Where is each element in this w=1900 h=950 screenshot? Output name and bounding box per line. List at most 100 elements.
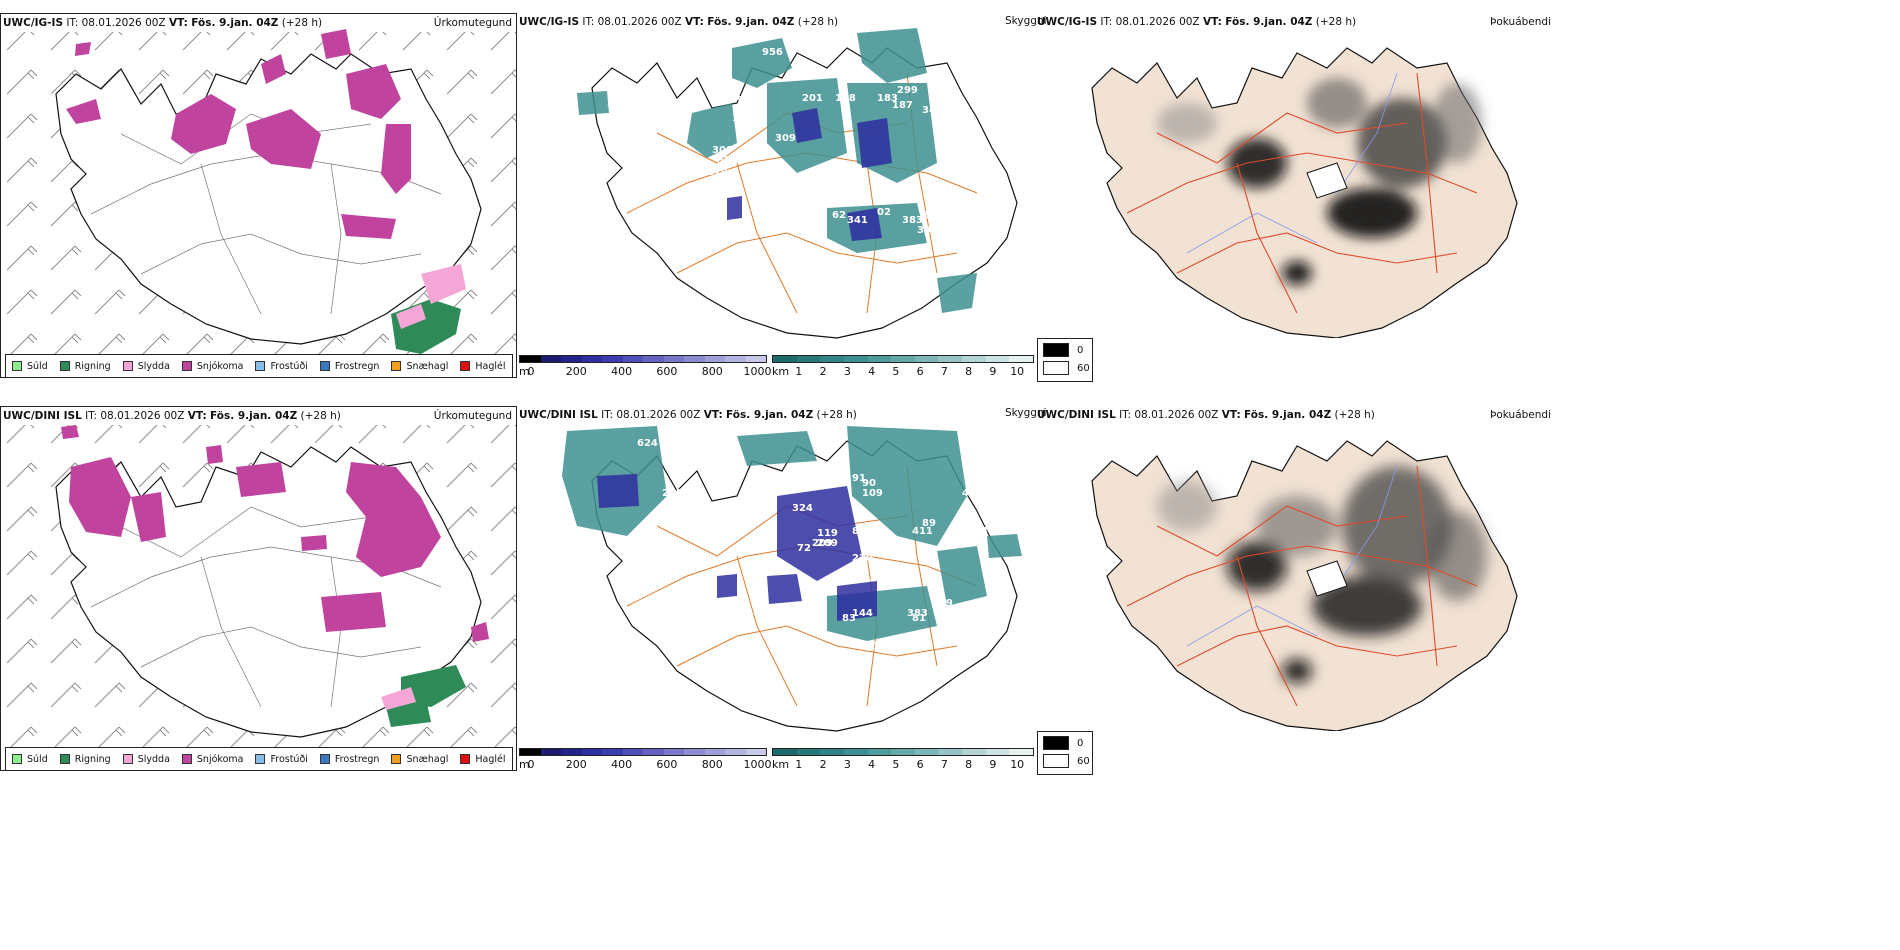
colorbar-tick: 0: [527, 365, 535, 378]
visibility-value-label: 624: [637, 438, 658, 449]
lead-time: (+28 h): [797, 16, 839, 28]
legend-label: Snjókoma: [196, 360, 244, 372]
colorbar-cell: [914, 749, 939, 755]
colorbar-cells: [772, 748, 1034, 756]
legend-item: Snjókoma: [181, 753, 244, 765]
visibility-value-label: 313: [832, 165, 853, 176]
colorbar-ticks: km 1 2 3 4 5 6 7 8 9 10: [772, 363, 1034, 378]
legend-swatch: [255, 361, 266, 371]
it-label: IT:: [582, 16, 595, 28]
visibility-value-label: 83: [852, 526, 866, 537]
legend-label: Haglél: [475, 753, 506, 765]
visibility-value-label: 72: [797, 543, 811, 554]
colorbar-tick: 6: [916, 758, 924, 771]
visibility-value-label: 983: [737, 95, 758, 106]
colorbar-tick: 800: [701, 365, 723, 378]
it-label: IT:: [601, 409, 614, 421]
colorbar-cell: [773, 749, 797, 755]
legend-item: Haglél: [460, 753, 506, 765]
panel-title: Úrkomutegund: [433, 410, 512, 422]
legend-label: Rigning: [74, 360, 111, 372]
vt-label: VT:: [703, 409, 723, 421]
fog-legend-value: 0: [1077, 737, 1084, 749]
colorbar-cell: [561, 356, 582, 362]
visibility-value-label: 119: [817, 528, 838, 539]
panel-header: UWC/IG-IS IT: 08.01.2026 00Z VT: Fös. 9.…: [1037, 16, 1356, 28]
legend-label: Rigning: [74, 753, 111, 765]
cloud-panel-title-top: Skyggni: [1005, 15, 1047, 27]
cloud-panel-top: UWC/IG-IS IT: 08.01.2026 00Z VT: Fös. 9.…: [517, 13, 1037, 378]
legend-swatch: [319, 361, 330, 371]
colorbar-tick: 4: [868, 758, 876, 771]
legend-label: Snjókoma: [196, 753, 244, 765]
visibility-value-label: 144: [852, 608, 873, 619]
fog-swatch: [1043, 754, 1069, 768]
colorbar-cell: [962, 356, 986, 362]
colorbar-cell: [643, 749, 664, 755]
visibility-value-label: 956: [762, 47, 783, 58]
visibility-value-label: 409: [962, 488, 983, 499]
fog-swatch: [1043, 343, 1069, 357]
colorbar-cell: [663, 749, 684, 755]
visibility-value-label: 279: [707, 167, 728, 178]
cloud-base-areas: [727, 108, 892, 241]
visibility-value-label: 209: [817, 538, 838, 549]
colorbar-tick: 400: [611, 365, 633, 378]
legend-item: Súld: [12, 754, 48, 765]
fog-legend-row: 60: [1043, 754, 1090, 768]
colorbar-tick: 1: [795, 758, 803, 771]
legend-label: Súld: [27, 360, 48, 372]
fog-map-bottom: [1091, 440, 1518, 731]
visibility-value-label: 62: [832, 210, 846, 221]
precip-map-bottom: [1, 425, 516, 750]
colorbar-tick: 200: [565, 758, 587, 771]
visibility-value-label: 383: [907, 608, 928, 619]
visibility-value-label: 148: [732, 113, 753, 124]
fog-panel-top: UWC/IG-IS IT: 08.01.2026 00Z VT: Fös. 9.…: [1037, 13, 1557, 338]
colorbar-ticks: m 0 200 400 600 800 1000: [519, 756, 772, 771]
visibility-value-label: 30: [917, 225, 931, 236]
lead-time: (+28 h): [1315, 16, 1357, 28]
legend-swatch: [181, 361, 192, 371]
colorbar-tick: 5: [892, 758, 900, 771]
visibility-value-label: 349: [922, 105, 943, 116]
colorbar-cell: [985, 356, 1010, 362]
colorbar-cell: [820, 749, 844, 755]
cloud-map-bottom: 6243282992088393241099190831192097222013…: [562, 426, 1022, 732]
visibility-value-label: 119: [932, 598, 953, 609]
it-label: IT:: [1119, 409, 1132, 421]
visibility-value-label: 208: [677, 498, 698, 509]
vt-label: VT:: [168, 17, 188, 29]
colorbar-cell: [796, 749, 821, 755]
visibility-value-label: 201: [802, 93, 823, 104]
colorbar-cell: [867, 356, 892, 362]
legend-swatch: [319, 754, 330, 764]
colorbar-cell: [520, 356, 541, 362]
colorbar-cell: [725, 749, 746, 755]
river-network: [1186, 72, 1398, 254]
legend-swatch: [12, 754, 22, 764]
road-network: [1126, 72, 1478, 314]
rain-sleet-se: [391, 264, 466, 354]
colorbar-cell: [1009, 356, 1034, 362]
colorbar-cell: [891, 356, 915, 362]
colorbar-tick: 1000: [743, 758, 772, 771]
colorbar-cell: [985, 749, 1010, 755]
visibility-value-label: 89: [922, 518, 936, 529]
colorbar-cell: [602, 749, 623, 755]
colorbar-ticks: m 0 200 400 600 800 1000: [519, 363, 772, 378]
height-colorbar: m 0 200 400 600 800 1000: [519, 748, 772, 771]
visibility-value-label: 324: [792, 503, 813, 514]
legend-label: Frostúði: [270, 753, 308, 765]
visibility-value-label: 138: [835, 93, 856, 104]
visibility-value-label: 91: [852, 473, 866, 484]
snow-areas: [66, 29, 411, 239]
colorbar-cell: [914, 356, 939, 362]
visibility-value-label: 300: [712, 145, 733, 156]
vt-value: Fös. 9.jan. 04Z: [191, 17, 279, 29]
colorbar-tick: 200: [565, 365, 587, 378]
lead-time: (+28 h): [1334, 409, 1375, 421]
legend-label: Snæhagl: [406, 753, 449, 765]
legend-swatch: [460, 754, 471, 764]
